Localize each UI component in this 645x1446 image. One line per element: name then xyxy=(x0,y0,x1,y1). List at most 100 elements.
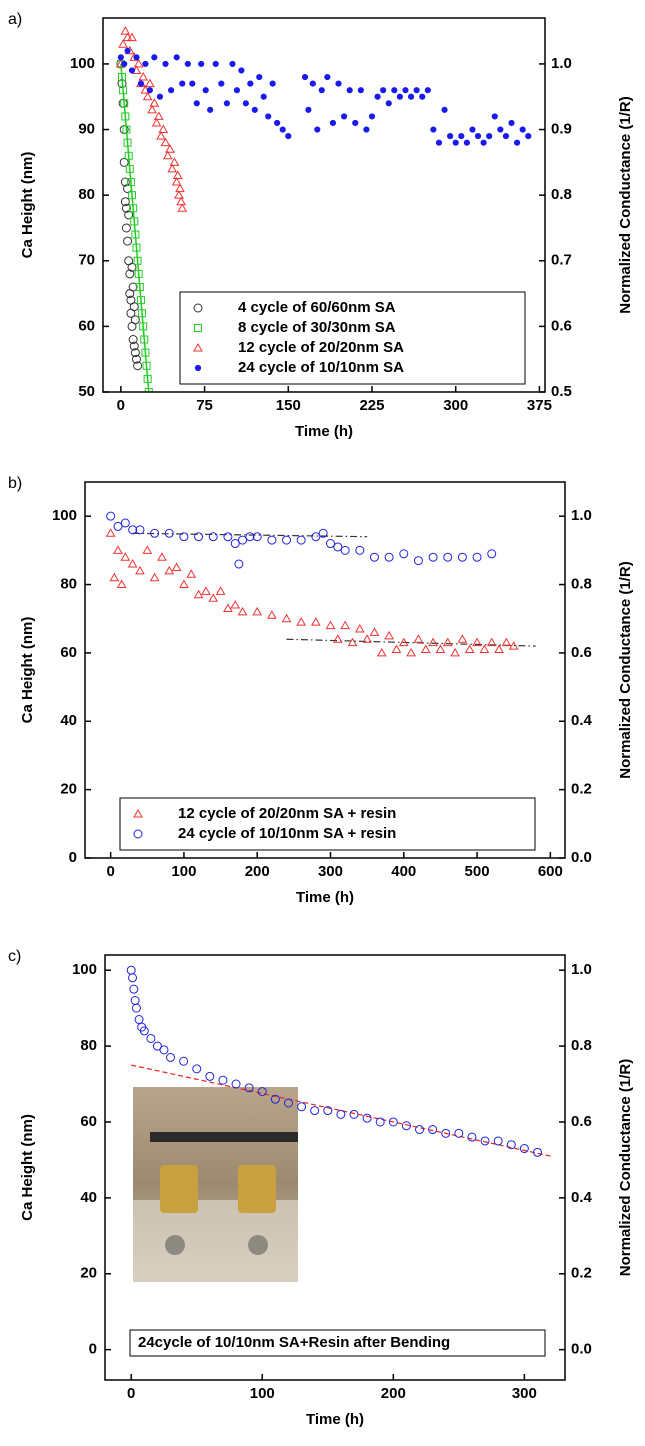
marker xyxy=(135,525,145,535)
marker xyxy=(323,1106,333,1116)
marker xyxy=(179,80,186,87)
marker xyxy=(139,322,148,331)
legend-marker xyxy=(133,808,143,818)
marker xyxy=(172,170,183,179)
marker xyxy=(257,1087,267,1097)
marker xyxy=(116,579,127,589)
trend-line xyxy=(286,638,536,647)
marker xyxy=(357,87,364,94)
marker xyxy=(179,579,189,589)
panel-label: c) xyxy=(8,948,21,965)
marker xyxy=(120,552,131,561)
y2-tick-label: 0.2 xyxy=(571,781,592,798)
marker xyxy=(142,361,151,370)
marker xyxy=(450,647,460,657)
x-tick-label: 0 xyxy=(127,1385,135,1402)
y2-axis-title: Normalized Conductance (1/R) xyxy=(617,96,634,314)
marker xyxy=(223,603,233,612)
x-tick-label: 500 xyxy=(465,863,490,880)
marker xyxy=(218,1075,228,1085)
marker xyxy=(447,133,454,140)
marker xyxy=(160,137,171,147)
marker xyxy=(147,104,157,114)
marker xyxy=(119,86,128,95)
y2-tick-label: 0.6 xyxy=(571,1113,592,1130)
legend-label: 24 cycle of 10/10nm SA xyxy=(238,359,404,376)
marker xyxy=(472,552,482,562)
marker xyxy=(230,539,240,549)
marker xyxy=(186,569,197,578)
marker xyxy=(138,309,147,318)
marker xyxy=(413,87,420,94)
marker xyxy=(151,117,162,127)
plot-frame xyxy=(104,954,566,1381)
marker xyxy=(399,549,409,559)
marker xyxy=(167,87,175,94)
marker xyxy=(229,60,236,68)
marker xyxy=(142,60,149,68)
marker xyxy=(398,637,409,647)
marker xyxy=(355,545,365,555)
marker xyxy=(428,552,438,562)
y2-tick-label: 1.0 xyxy=(571,507,592,524)
marker xyxy=(362,1113,372,1123)
marker xyxy=(149,572,160,582)
y-tick-label: 80 xyxy=(60,576,77,593)
marker xyxy=(508,119,515,127)
marker xyxy=(242,100,249,107)
marker xyxy=(443,552,453,562)
marker xyxy=(407,93,415,100)
marker xyxy=(369,552,379,562)
marker xyxy=(311,532,321,542)
marker xyxy=(169,157,180,166)
marker xyxy=(130,996,140,1006)
marker xyxy=(260,93,267,100)
marker xyxy=(384,630,394,640)
marker xyxy=(136,296,145,305)
marker xyxy=(532,1147,542,1157)
clamp xyxy=(238,1165,276,1213)
y-axis-title: Ca Height (nm) xyxy=(19,152,36,259)
marker xyxy=(166,1052,176,1062)
marker xyxy=(391,644,402,653)
marker xyxy=(314,126,321,133)
y2-tick-label: 0.9 xyxy=(551,121,572,138)
marker xyxy=(519,1144,529,1154)
marker xyxy=(296,535,306,545)
y-tick-label: 40 xyxy=(60,712,77,729)
marker xyxy=(171,562,182,571)
marker xyxy=(318,528,328,538)
legend-label: 12 cycle of 20/20nm SA + resin xyxy=(178,805,396,822)
marker xyxy=(297,1102,307,1112)
marker xyxy=(419,93,426,100)
connector xyxy=(165,1235,185,1255)
legend-box xyxy=(179,291,526,385)
x-tick-label: 100 xyxy=(171,863,196,880)
plot-frame xyxy=(102,17,546,393)
marker xyxy=(127,262,137,272)
marker xyxy=(296,617,307,626)
x-tick-label: 375 xyxy=(527,397,552,414)
marker xyxy=(301,73,309,81)
marker xyxy=(120,177,130,187)
clamp xyxy=(160,1165,198,1213)
y-tick-label: 0 xyxy=(69,849,77,866)
marker xyxy=(149,98,160,107)
marker xyxy=(184,60,191,68)
x-axis-title: Time (h) xyxy=(295,423,353,440)
marker xyxy=(125,164,134,173)
x-tick-label: 400 xyxy=(391,863,416,880)
marker xyxy=(256,73,263,81)
marker xyxy=(141,348,150,357)
marker xyxy=(375,1117,385,1127)
marker xyxy=(176,196,186,206)
marker xyxy=(193,100,200,107)
y2-axis-title: Normalized Conductance (1/R) xyxy=(617,1059,634,1277)
trend-line xyxy=(132,532,368,538)
marker xyxy=(133,54,140,61)
marker xyxy=(129,302,139,312)
legend-label: 24 cycle of 10/10nm SA + resin xyxy=(178,825,396,842)
marker xyxy=(109,572,120,582)
y2-tick-label: 0.5 xyxy=(551,383,572,400)
marker xyxy=(130,348,140,358)
